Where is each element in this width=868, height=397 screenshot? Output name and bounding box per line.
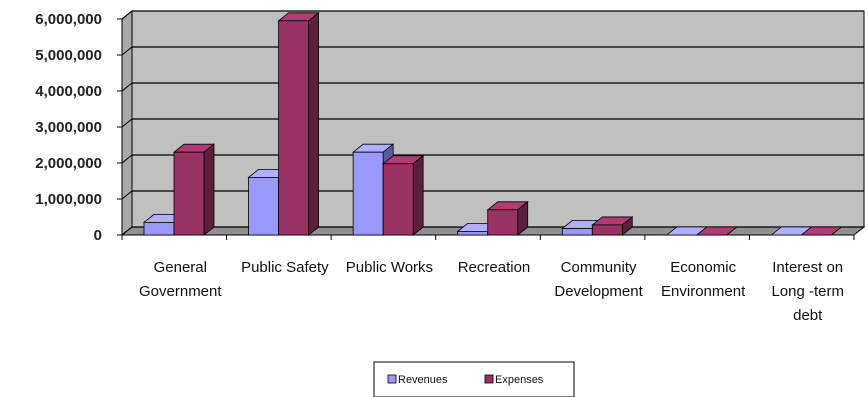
legend-swatch: [484, 374, 494, 384]
y-tick-label: 4,000,000: [35, 83, 102, 100]
x-category-label: Environment: [661, 283, 746, 300]
y-tick-label: 1,000,000: [35, 191, 102, 208]
y-tick-label: 0: [94, 227, 102, 244]
x-category-label: Interest on: [772, 259, 843, 276]
x-category-label: Public Works: [346, 259, 433, 276]
gridline-side: [121, 118, 133, 128]
x-category-label: Community: [561, 259, 637, 276]
y-tick-label: 5,000,000: [35, 47, 102, 64]
x-category-label: Recreation: [458, 259, 531, 276]
x-category-label: Development: [554, 283, 643, 300]
gridline-side: [121, 10, 133, 20]
bar-series: [142, 11, 843, 236]
gridline-side: [121, 226, 133, 236]
legend-item-revenues: Revenues: [387, 374, 448, 386]
x-category-label: Government: [139, 283, 222, 300]
legend-label: Revenues: [398, 374, 448, 386]
gridline-side: [121, 154, 133, 164]
y-tick-label: 2,000,000: [35, 155, 102, 172]
x-category-label: Public Safety: [241, 259, 329, 276]
legend-item-expenses: Expenses: [484, 374, 544, 386]
x-category-label: Long -term: [771, 283, 844, 300]
plot-walls: [120, 9, 866, 237]
gridline-side: [121, 46, 133, 56]
x-axis-category-labels: General Government Public Safety Public Wor…: [121, 235, 855, 324]
gridline-side: [121, 82, 133, 92]
y-tick-label: 6,000,000: [35, 11, 102, 28]
bar-expenses-0: [172, 143, 216, 236]
y-axis-tick-labels: 0 1,000,000 2,000,000 3,000,000 4,000,000 5,0…: [35, 11, 102, 244]
legend-box: [373, 361, 575, 397]
bar-expenses-5: [695, 226, 738, 236]
bar-expenses-1: [277, 11, 320, 236]
chart-legend: Revenues Expenses: [373, 361, 575, 397]
x-category-label: debt: [793, 307, 823, 324]
legend-label: Expenses: [495, 374, 544, 386]
gridline-side: [121, 190, 133, 200]
bar-expenses-2: [382, 154, 425, 236]
bar-expenses-3: [486, 200, 529, 236]
bar-expenses-4: [591, 216, 634, 236]
x-category-label: Economic: [670, 259, 736, 276]
bar-expenses-6: [800, 226, 843, 236]
y-tick-label: 3,000,000: [35, 119, 102, 136]
x-category-label: General: [154, 259, 207, 276]
legend-swatch: [387, 374, 397, 384]
